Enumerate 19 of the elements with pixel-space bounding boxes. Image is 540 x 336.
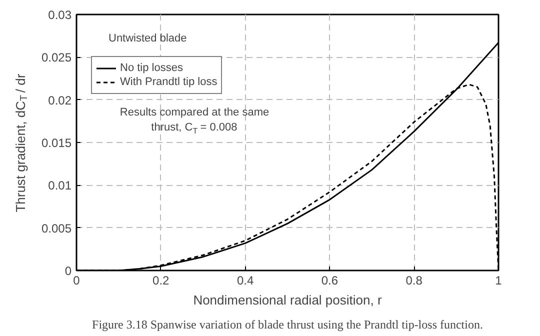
- y-tick-label: 0.025: [41, 50, 72, 65]
- caption: Figure 3.18 Spanwise variation of blade thrust using the Prandtl tip-loss function.: [92, 318, 483, 332]
- y-tick-label: 0.015: [41, 136, 72, 150]
- x-tick-label: 0.2: [152, 274, 170, 288]
- x-tick-label: 1: [495, 274, 502, 288]
- y-tick-label: 0.005: [41, 221, 72, 236]
- legend-label: No tip losses: [120, 61, 183, 75]
- x-tick-label: 0.6: [321, 274, 338, 288]
- x-axis-title: Nondimensional radial position, r: [193, 292, 382, 308]
- y-tick-label: 0: [64, 264, 72, 278]
- x-tick-label: 0.4: [236, 274, 254, 288]
- annotation: Untwisted blade: [108, 32, 187, 44]
- y-tick-label: 0.02: [48, 93, 72, 108]
- y-tick-label: 0.01: [48, 178, 72, 193]
- x-tick-label: 0: [73, 274, 80, 288]
- y-axis-title: Thrust gradient, dCT / dr: [13, 73, 30, 212]
- y-tick-label: 0.03: [48, 8, 72, 22]
- legend-label: With Prandtl tip loss: [120, 75, 218, 89]
- x-tick-label: 0.8: [406, 274, 423, 288]
